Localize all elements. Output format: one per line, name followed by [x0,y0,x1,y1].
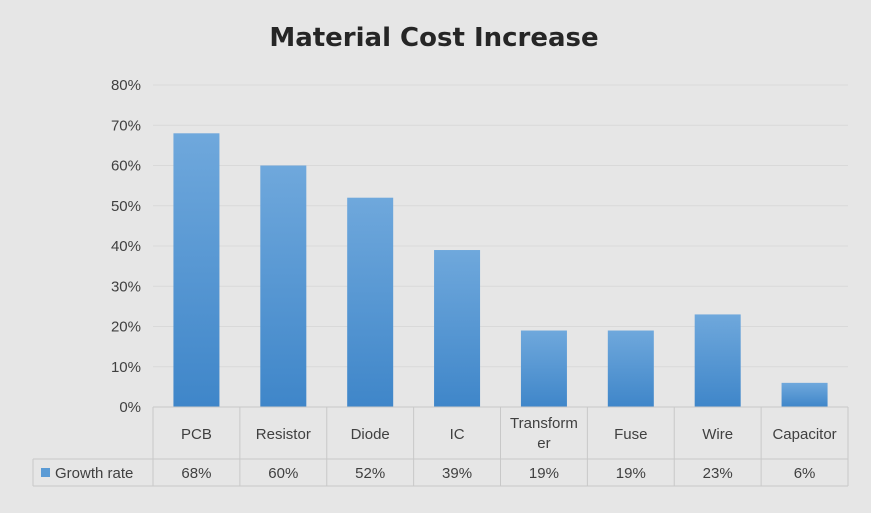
y-tick-label: 60% [111,158,141,175]
y-tick-label: 80% [111,77,141,94]
y-tick-label: 10% [111,359,141,376]
legend-swatch [41,468,50,477]
x-tick-label: Wire [702,426,733,443]
bar [607,330,654,407]
y-axis: 0% 10% 20% 30% 40% 50% 60% 70% 80% [111,77,141,416]
data-table: PCB Resistor Diode IC Transform er Fuse Wire Cap… [32,406,849,487]
data-label: 60% [268,465,298,482]
bar [260,165,307,407]
data-label: 23% [703,465,733,482]
data-label: 52% [355,465,385,482]
x-tick-label: Fuse [614,426,647,443]
bar [347,197,394,407]
bar [781,382,828,407]
data-label: 6% [794,465,816,482]
bars [173,133,828,408]
y-tick-label: 70% [111,117,141,134]
x-tick-label: IC [450,426,465,443]
data-label: 39% [442,465,472,482]
bar [694,314,741,407]
x-tick-label: Resistor [256,426,311,443]
data-label: 19% [529,465,559,482]
x-tick-label: Transform er [510,415,578,452]
bar [173,133,220,408]
y-tick-label: 0% [119,399,141,416]
data-label: 19% [616,465,646,482]
y-tick-label: 30% [111,278,141,295]
y-tick-label: 50% [111,198,141,215]
bar [520,330,567,407]
legend-label: Growth rate [55,465,133,482]
x-tick-label: Diode [351,426,390,443]
chart-title: Material Cost Increase [269,23,598,53]
y-tick-label: 40% [111,238,141,255]
data-label: 68% [181,465,211,482]
x-tick-label: PCB [181,426,212,443]
y-tick-label: 20% [111,319,141,336]
x-tick-label: Capacitor [772,426,836,443]
gridlines [153,84,848,408]
bar [434,250,481,407]
